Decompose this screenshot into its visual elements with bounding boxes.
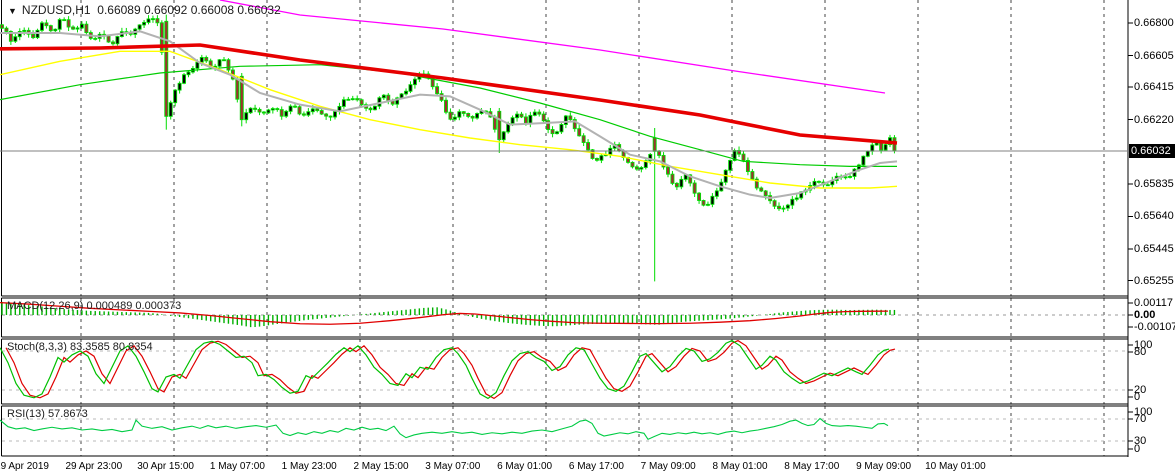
stoch-axis-label: 100	[1134, 339, 1153, 351]
stochastic-panel[interactable]	[0, 339, 1128, 404]
symbol-dropdown-icon[interactable]: ▼	[8, 6, 17, 16]
rsi-axis-label: 70	[1134, 413, 1147, 425]
time-axis-label: 8 May 17:00	[784, 461, 840, 472]
time-axis-label: 6 May 01:00	[497, 461, 553, 472]
macd-axis-label: 0.00	[1134, 309, 1156, 321]
rsi-axis-label: 30	[1134, 435, 1147, 447]
time-axis-label: 10 May 01:00	[925, 461, 986, 472]
price-axis-label: 0.65835	[1134, 177, 1174, 190]
macd-axis-label: -0.001072	[1134, 321, 1175, 333]
time-axis-label: 1 May 07:00	[209, 461, 265, 472]
stoch-axis-label: 80	[1134, 346, 1147, 358]
time-axis-label: 29 Apr 23:00	[65, 461, 123, 472]
rsi-panel[interactable]	[0, 406, 1128, 456]
time-axis-label: 3 May 07:00	[425, 461, 481, 472]
time-axis-label: 7 May 09:00	[640, 461, 696, 472]
stoch-axis-label: 20	[1134, 384, 1147, 396]
price-axis-label: 0.66605	[1134, 49, 1174, 62]
rsi-label: RSI(13) 57.8673	[7, 408, 88, 420]
rsi-axis-label: 0	[1134, 443, 1141, 455]
ohlc-values: 0.66089 0.66092 0.66008 0.66032	[97, 3, 281, 17]
time-axis-label: 1 May 23:00	[281, 461, 337, 472]
macd-label: MACD(12,26,9) 0.000489 0.000373	[7, 300, 182, 312]
current-price-tag: 0.66032	[1129, 144, 1175, 158]
time-axis-label: 30 Apr 15:00	[137, 461, 194, 472]
time-axis-label: 8 May 01:00	[712, 461, 768, 472]
price-axis-label: 0.65255	[1134, 274, 1174, 287]
time-axis-label: 6 May 17:00	[568, 461, 624, 472]
stoch-label: Stoch(8,3,3) 83.3585 80.8354	[7, 341, 153, 353]
time-axis-label: 9 May 09:00	[856, 461, 912, 472]
stoch-axis-label: 0	[1134, 391, 1141, 403]
main-chart-panel[interactable]	[0, 0, 1128, 296]
rsi-values: 57.8673	[47, 408, 88, 420]
symbol-label: NZDUSD,H1	[21, 3, 91, 17]
price-axis-label: 0.66800	[1134, 17, 1174, 29]
time-axis-label: 29 Apr 2019	[0, 461, 49, 472]
macd-values: 0.000489 0.000373	[86, 300, 182, 312]
stoch-values: 83.3585 80.8354	[69, 341, 153, 353]
chart-header: ▼ NZDUSD,H1 0.66089 0.66092 0.66008 0.660…	[8, 3, 281, 17]
price-axis-label: 0.65445	[1134, 242, 1174, 255]
price-axis-label: 0.66415	[1134, 81, 1174, 94]
time-axis-label: 2 May 15:00	[353, 461, 409, 472]
rsi-axis-label: 100	[1134, 406, 1153, 418]
macd-axis-label: 0.00117	[1134, 297, 1173, 309]
price-axis-label: 0.65640	[1134, 210, 1174, 223]
price-axis-label: 0.66220	[1134, 113, 1174, 126]
